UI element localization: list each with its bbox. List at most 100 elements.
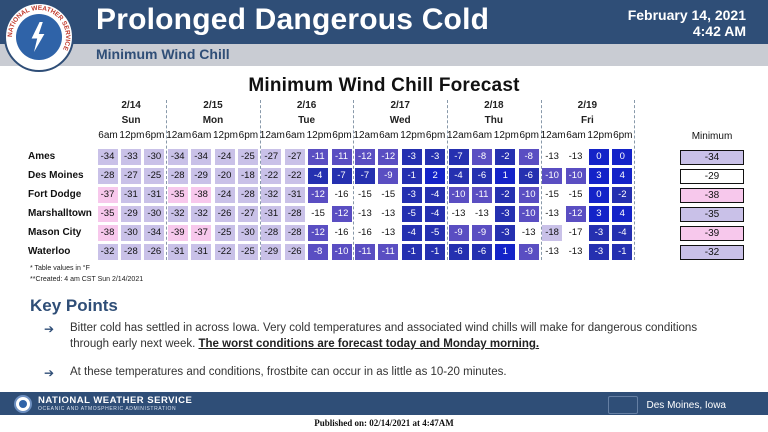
location-label: Marshalltown (28, 208, 92, 219)
wind-chill-cell: -8 (471, 149, 492, 165)
day-name: Thu (484, 115, 503, 126)
wind-chill-cell: -25 (237, 244, 258, 260)
wind-chill-cell: -13 (378, 206, 399, 222)
arrow-right-icon: ➔ (44, 366, 55, 380)
hour-label: 12am (447, 130, 473, 141)
wind-chill-cell: -3 (588, 225, 609, 241)
wind-chill-cell: -37 (191, 225, 212, 241)
wind-chill-cell: -32 (261, 187, 282, 203)
wind-chill-cell: -10 (518, 187, 539, 203)
issue-date: February 14, 2021 (627, 7, 746, 23)
wind-chill-cell: -9 (448, 225, 469, 241)
hour-label: 6am (472, 130, 493, 141)
wind-chill-cell: -28 (284, 206, 305, 222)
nws-logo-icon: NATIONAL WEATHER SERVICE (4, 2, 74, 72)
wind-chill-cell: -6 (448, 244, 469, 260)
footer-org-name: NATIONAL WEATHER SERVICE (38, 395, 193, 406)
wind-chill-cell: -9 (518, 244, 539, 260)
day-separator (447, 100, 448, 260)
wind-chill-cell: -4 (401, 225, 422, 241)
wind-chill-cell: -4 (425, 187, 446, 203)
wind-chill-cell: -29 (261, 244, 282, 260)
hour-label: 6am (566, 130, 586, 141)
wind-chill-cell: -37 (97, 187, 118, 203)
wind-chill-cell: -27 (237, 206, 258, 222)
minimum-value: -39 (680, 226, 744, 241)
wind-chill-cell: -27 (284, 149, 305, 165)
wind-chill-cell: -7 (331, 168, 352, 184)
day-separator (540, 100, 542, 260)
location-label: Des Moines (28, 170, 84, 181)
hour-label: 12am (166, 130, 192, 141)
wind-chill-cell: -8 (518, 149, 539, 165)
wind-chill-cell: -3 (401, 149, 422, 165)
wind-chill-cell: 3 (588, 168, 609, 184)
wind-chill-cell: -15 (308, 206, 329, 222)
wind-chill-cell: -17 (565, 225, 586, 241)
minimum-value: -32 (680, 245, 744, 260)
wind-chill-cell: -34 (144, 225, 165, 241)
wind-chill-cell: -4 (425, 206, 446, 222)
noaa-logo-icon (14, 395, 32, 413)
hour-label: 6pm (425, 130, 446, 141)
wind-chill-cell: -30 (237, 225, 258, 241)
wind-chill-cell: -32 (97, 244, 118, 260)
wind-chill-cell: -2 (495, 187, 516, 203)
wind-chill-cell: -13 (354, 206, 375, 222)
day-date: 2/19 (577, 100, 598, 111)
wind-chill-cell: -26 (284, 244, 305, 260)
wind-chill-cell: -33 (120, 149, 141, 165)
wind-chill-cell: -31 (120, 187, 141, 203)
table-note: * Table values in °F (30, 265, 90, 272)
arrow-right-icon: ➔ (44, 322, 55, 336)
hour-label: 6pm (613, 130, 633, 141)
hour-label: 12am (540, 130, 566, 141)
wind-chill-cell: 3 (588, 206, 609, 222)
wind-chill-cell: -30 (120, 225, 141, 241)
wind-chill-cell: -31 (144, 187, 165, 203)
hour-label: 6pm (145, 130, 165, 141)
location-label: Fort Dodge (28, 189, 82, 200)
wind-chill-cell: -27 (261, 149, 282, 165)
wind-chill-cell: -38 (97, 225, 118, 241)
wind-chill-cell: -12 (308, 187, 329, 203)
day-separator (259, 100, 261, 260)
day-separator (634, 100, 636, 260)
wind-chill-cell: -2 (612, 187, 633, 203)
key-point-1-emphasis: The worst conditions are forecast today … (198, 338, 540, 350)
wind-chill-cell: -28 (120, 244, 141, 260)
wind-chill-cell: -26 (214, 206, 235, 222)
wind-chill-cell: -12 (354, 149, 375, 165)
wind-chill-cell: -12 (308, 225, 329, 241)
minimum-value: -29 (680, 169, 744, 184)
wind-chill-cell: -28 (97, 168, 118, 184)
wind-chill-cell: -6 (518, 168, 539, 184)
wind-chill-cell: -9 (378, 168, 399, 184)
hour-label: 12pm (587, 130, 613, 141)
hour-label: 6am (379, 130, 399, 141)
wind-chill-cell: -34 (167, 149, 188, 165)
wind-chill-cell: -6 (471, 168, 492, 184)
wind-chill-cell: -5 (425, 225, 446, 241)
wind-chill-cell: 1 (495, 168, 516, 184)
key-point-2: At these temperatures and conditions, fr… (70, 366, 507, 378)
wind-chill-cell: -32 (191, 206, 212, 222)
hour-label: 6am (98, 130, 118, 141)
wind-chill-cell: -3 (588, 244, 609, 260)
minimum-value: -34 (680, 150, 744, 165)
wind-chill-cell: -38 (191, 187, 212, 203)
wind-chill-cell: -8 (308, 244, 329, 260)
wind-chill-cell: -10 (565, 168, 586, 184)
footer-org-sub: OCEANIC AND ATMOSPHERIC ADMINISTRATION (38, 406, 177, 412)
table-title: Minimum Wind Chill Forecast (248, 75, 520, 96)
wind-chill-cell: -1 (401, 168, 422, 184)
wind-chill-cell: -4 (612, 225, 633, 241)
wind-chill-cell: -28 (237, 187, 258, 203)
wind-chill-cell: -13 (542, 149, 563, 165)
wind-chill-cell: -12 (565, 206, 586, 222)
hour-label: 12pm (306, 130, 332, 141)
wind-chill-cell: -1 (401, 244, 422, 260)
table-note: **Created: 4 am CST Sun 2/14/2021 (30, 276, 144, 283)
wind-chill-cell: -13 (542, 206, 563, 222)
wind-chill-cell: -13 (565, 244, 586, 260)
